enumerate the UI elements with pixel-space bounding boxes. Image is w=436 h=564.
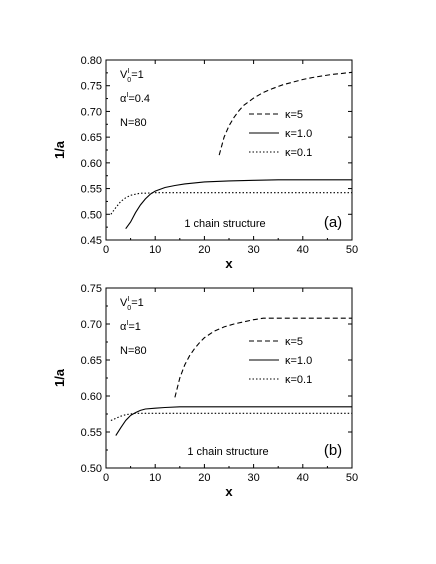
y-tick-label: 0.70 [81,319,102,331]
legend-label: κ=5 [285,109,303,121]
y-tick-label: 0.50 [81,463,102,475]
plot-frame [105,59,353,241]
x-tick-label: 20 [198,472,210,484]
legend-label: κ=0.1 [285,147,312,159]
x-axis-label: x [225,484,233,499]
series-line [115,406,352,436]
y-axis-label: 1/a [52,140,67,159]
chart-panel-a: 0 10 20 30 40 50 0.45 0.50 0.55 0.60 0.65 0.70 0.75 0… [52,55,358,271]
y-tick-label: 0.65 [81,355,102,367]
parameter-label: N=80 [120,345,147,357]
x-tick-label: 0 [103,472,109,484]
series-line [110,192,352,215]
panel-label: (a) [324,214,342,231]
y-tick-label: 0.55 [81,184,102,196]
y-tick-label: 0.60 [81,158,102,170]
y-tick-label: 0.65 [81,132,102,144]
x-tick-label: 50 [346,472,358,484]
parameter-label: αI=0.4 [120,92,150,105]
x-tick-label: 30 [247,244,259,256]
x-tick-label: 10 [149,472,161,484]
chart-panel-b: 0 10 20 30 40 50 0.50 0.55 0.60 0.65 0.70 0.75 x 1/a κ… [52,283,358,499]
series-line [110,412,352,422]
y-axis-label: 1/a [52,368,67,387]
x-tick-label: 30 [247,472,259,484]
y-tick-label: 0.70 [81,106,102,118]
y-tick-label: 0.75 [81,81,102,93]
x-tick-label: 20 [198,244,210,256]
y-tick-label: 0.60 [81,391,102,403]
legend-label: κ=1.0 [285,128,312,140]
y-tick-label: 0.75 [81,283,102,295]
legend-label: κ=1.0 [285,355,312,367]
structure-annotation: 1 chain structure [187,446,268,458]
y-tick-label: 0.45 [81,235,102,247]
plot-frame [105,287,353,469]
x-tick-label: 40 [297,244,309,256]
x-tick-label: 50 [346,244,358,256]
y-tick-label: 0.80 [81,55,102,67]
x-tick-label: 10 [149,244,161,256]
series-line [174,317,352,398]
legend-label: κ=5 [285,336,303,348]
structure-annotation: 1 chain structure [184,218,265,230]
parameter-label: αI=1 [120,320,141,333]
x-tick-label: 0 [103,244,109,256]
x-tick-label: 40 [297,472,309,484]
legend-label: κ=0.1 [285,374,312,386]
parameter-label: N=80 [120,117,147,129]
series-line [125,179,352,230]
y-tick-label: 0.50 [81,209,102,221]
x-axis-label: x [225,256,233,271]
parameter-label: VI 0=1 [120,68,144,84]
parameter-label: VI 0=1 [120,296,144,312]
series-line [218,71,353,156]
panel-label: (b) [324,442,342,459]
y-tick-label: 0.55 [81,427,102,439]
